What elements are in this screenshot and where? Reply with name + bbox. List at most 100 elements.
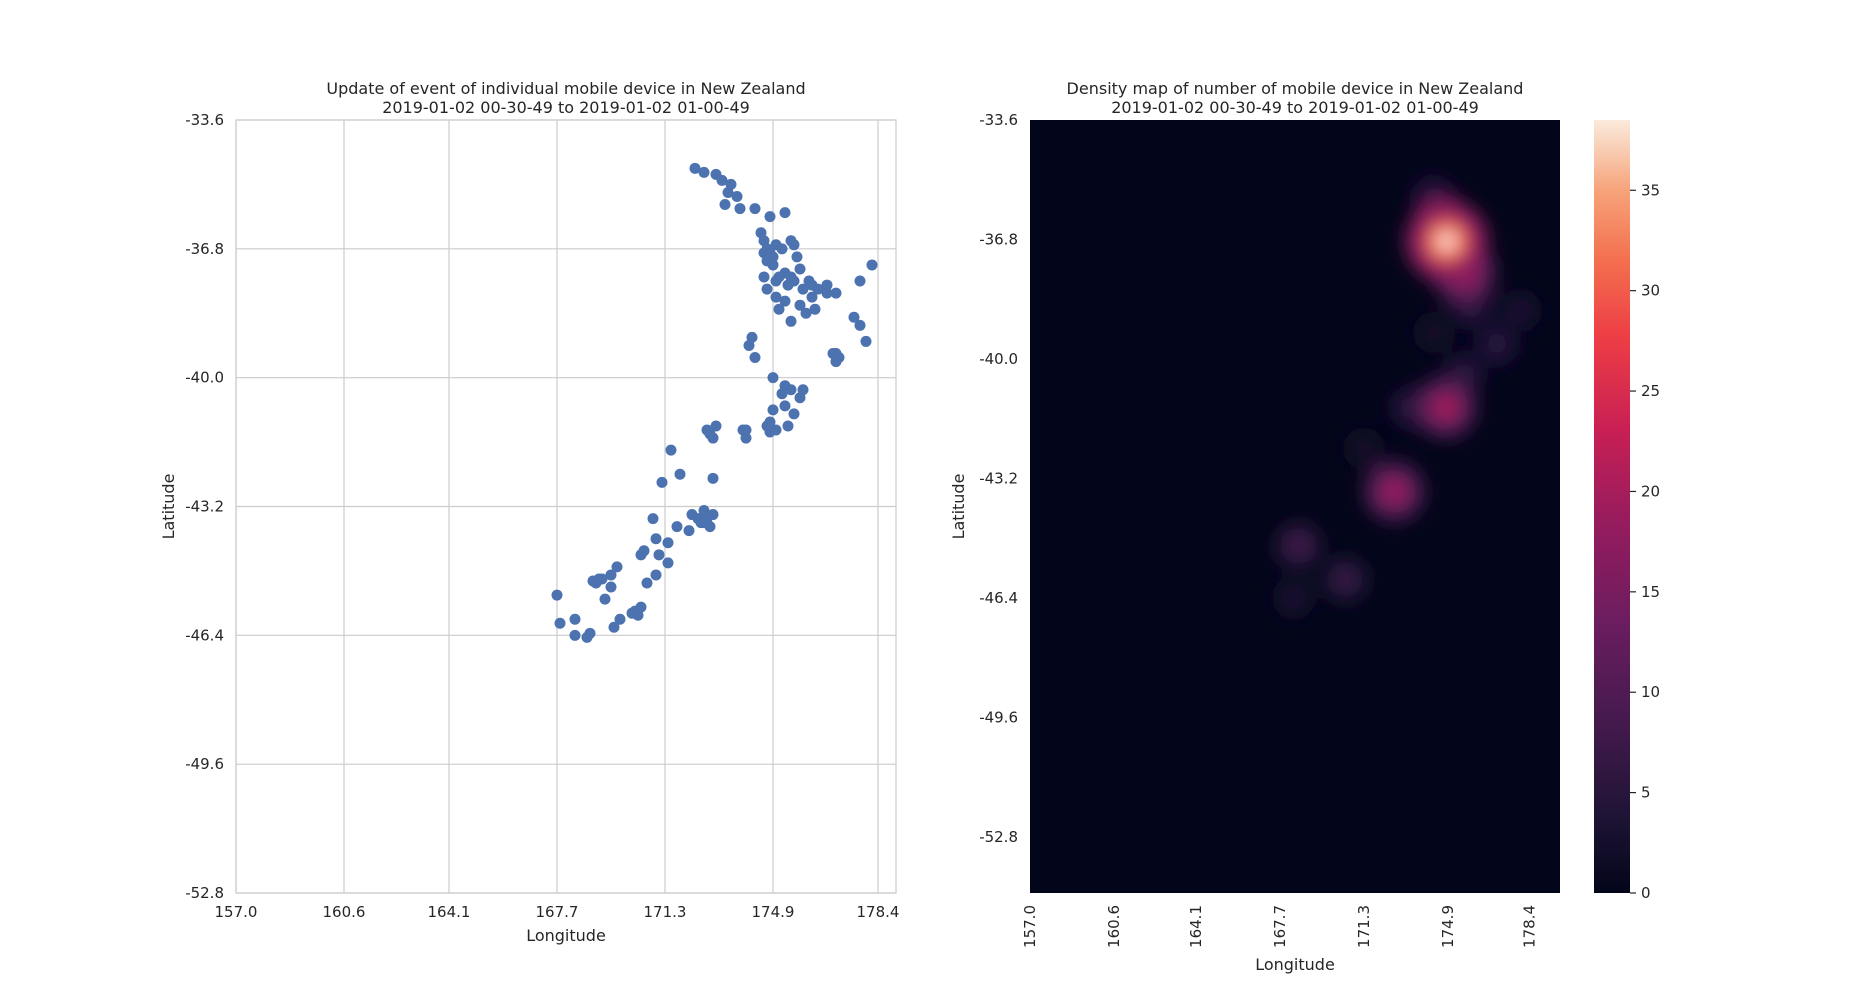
scatter-point bbox=[758, 271, 770, 283]
scatter-point bbox=[854, 275, 866, 287]
scatter-point bbox=[701, 424, 713, 436]
scatter-point bbox=[749, 352, 761, 364]
scatter-point bbox=[554, 617, 566, 629]
scatter-point bbox=[695, 517, 707, 529]
scatter-point bbox=[779, 207, 791, 219]
scatter-point bbox=[785, 315, 797, 327]
scatter-point bbox=[797, 283, 809, 295]
heatmap-y-ticks: -33.6 -36.8 -40.0 -43.2 -46.4 -49.6 -52.8 bbox=[979, 111, 1018, 846]
colorbar-tick-label: 20 bbox=[1641, 482, 1660, 500]
x-tick-label: 160.6 bbox=[1105, 905, 1123, 948]
scatter-point bbox=[710, 420, 722, 432]
scatter-y-ticks: -33.6 -36.8 -40.0 -43.2 -46.4 -49.6 -52.8 bbox=[185, 111, 224, 902]
scatter-point bbox=[779, 295, 791, 307]
scatter-point bbox=[650, 569, 662, 581]
scatter-point bbox=[605, 569, 617, 581]
x-tick-label: 157.0 bbox=[215, 903, 258, 921]
scatter-point bbox=[608, 621, 620, 633]
scatter-point bbox=[665, 444, 677, 456]
scatter-point bbox=[731, 190, 743, 202]
scatter-y-label: Latitude bbox=[159, 474, 178, 540]
colorbar-tick-label: 35 bbox=[1641, 181, 1660, 199]
colorbar-ticks: 0 5 10 15 20 25 30 35 bbox=[1630, 181, 1660, 902]
hotspot-core bbox=[1491, 338, 1503, 350]
scatter-point bbox=[743, 339, 755, 351]
scatter-point bbox=[776, 243, 788, 255]
scatter-point bbox=[653, 549, 665, 561]
scatter-point bbox=[683, 525, 695, 537]
scatter-point bbox=[794, 299, 806, 311]
hotspot-core bbox=[1288, 592, 1299, 604]
scatter-point bbox=[599, 593, 611, 605]
scatter-point bbox=[821, 279, 833, 291]
scatter-point bbox=[569, 613, 581, 625]
scatter-point bbox=[662, 557, 674, 569]
scatter-point bbox=[650, 533, 662, 545]
x-tick-label: 157.0 bbox=[1021, 905, 1039, 948]
scatter-point bbox=[809, 303, 821, 315]
scatter-point bbox=[656, 476, 668, 488]
scatter-point bbox=[761, 420, 773, 432]
hotspot-core bbox=[1292, 539, 1305, 552]
scatter-point bbox=[827, 348, 839, 360]
scatter-point bbox=[737, 424, 749, 436]
scatter-point bbox=[773, 303, 785, 315]
scatter-point bbox=[587, 575, 599, 587]
hotspot-core bbox=[1428, 327, 1439, 338]
scatter-point bbox=[611, 561, 623, 573]
heatmap-x-ticks: 157.0 160.6 164.1 167.7 171.3 174.9 178.4 bbox=[1021, 905, 1539, 948]
heatmap-blur-layer bbox=[1272, 175, 1542, 620]
scatter-point bbox=[722, 186, 734, 198]
scatter-point bbox=[674, 468, 686, 480]
scatter-point bbox=[698, 166, 710, 178]
heatmap-title: Density map of number of mobile device i… bbox=[1067, 79, 1524, 117]
scatter-point bbox=[860, 335, 872, 347]
y-tick-label: -49.6 bbox=[185, 755, 224, 773]
scatter-x-ticks: 157.0 160.6 164.1 167.7 171.3 174.9 178.4 bbox=[215, 903, 900, 921]
hotspot-core bbox=[1339, 573, 1351, 585]
x-tick-label: 167.7 bbox=[536, 903, 579, 921]
scatter-point bbox=[812, 283, 824, 295]
scatter-point bbox=[605, 581, 617, 593]
scatter-point bbox=[749, 203, 761, 215]
colorbar-tick-label: 0 bbox=[1641, 884, 1651, 902]
scatter-point bbox=[800, 307, 812, 319]
y-tick-label: -52.8 bbox=[979, 828, 1018, 846]
heatmap-hotspots bbox=[1272, 175, 1542, 620]
colorbar-tick-label: 30 bbox=[1641, 282, 1660, 300]
scatter-point bbox=[662, 537, 674, 549]
y-tick-label: -43.2 bbox=[185, 498, 224, 516]
scatter-point bbox=[785, 384, 797, 396]
y-tick-label: -46.4 bbox=[185, 626, 224, 644]
y-tick-label: -36.8 bbox=[185, 240, 224, 258]
scatter-point bbox=[767, 372, 779, 384]
y-tick-label: -40.0 bbox=[185, 369, 224, 387]
heatmap-x-label: Longitude bbox=[1255, 955, 1335, 974]
heatmap-chart: 157.0 160.6 164.1 167.7 171.3 174.9 178.4 -33.… bbox=[949, 79, 1660, 974]
scatter-point bbox=[782, 420, 794, 432]
scatter-point bbox=[770, 291, 782, 303]
scatter-point bbox=[707, 472, 719, 484]
scatter-point bbox=[791, 251, 803, 263]
scatter-point bbox=[614, 613, 626, 625]
scatter-point bbox=[794, 263, 806, 275]
scatter-point bbox=[779, 400, 791, 412]
x-tick-label: 178.4 bbox=[1521, 905, 1539, 948]
y-tick-label: -33.6 bbox=[185, 111, 224, 129]
scatter-frame bbox=[235, 119, 897, 894]
scatter-points bbox=[551, 162, 878, 643]
x-tick-label: 160.6 bbox=[323, 903, 366, 921]
scatter-point bbox=[788, 239, 800, 251]
y-tick-label: -40.0 bbox=[979, 350, 1018, 368]
y-tick-label: -43.2 bbox=[979, 469, 1018, 487]
scatter-point bbox=[794, 392, 806, 404]
scatter-point bbox=[581, 631, 593, 643]
x-tick-label: 174.9 bbox=[1439, 905, 1457, 948]
x-tick-label: 167.7 bbox=[1271, 905, 1289, 948]
x-tick-label: 171.3 bbox=[1355, 905, 1373, 948]
hotspot-core bbox=[1515, 305, 1526, 316]
scatter-point bbox=[551, 589, 563, 601]
scatter-point bbox=[641, 577, 653, 589]
colorbar-tick-label: 5 bbox=[1641, 784, 1651, 802]
